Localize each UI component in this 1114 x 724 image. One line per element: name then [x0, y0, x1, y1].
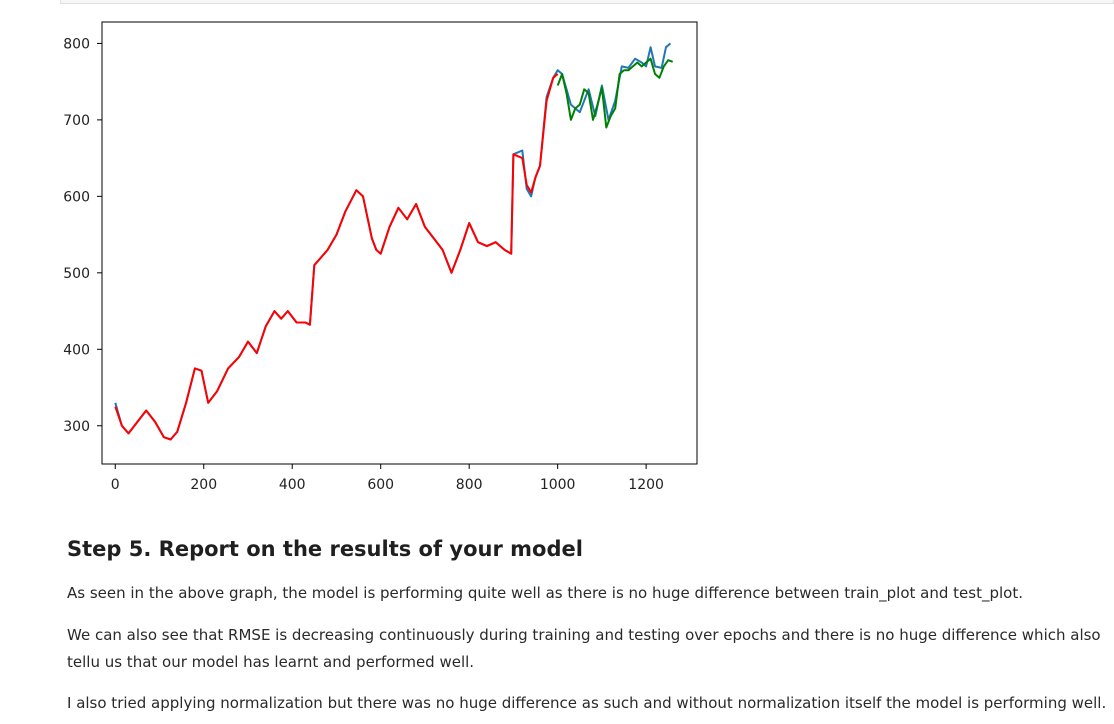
x-tick-label: 0 [111, 477, 120, 493]
y-tick-label: 500 [63, 266, 90, 282]
x-tick-label: 600 [367, 477, 394, 493]
markdown-cell: Step 5. Report on the results of your mo… [67, 533, 1107, 724]
section-heading: Step 5. Report on the results of your mo… [67, 537, 583, 561]
x-tick-label: 1000 [540, 477, 576, 493]
output-plot: 0 200 400 600 800 1000 1200 300 400 500 600 700 800 [0, 0, 720, 510]
x-axis: 0 200 400 600 800 1000 1200 [111, 464, 664, 493]
plot-frame [101, 21, 698, 465]
x-tick-label: 1200 [628, 477, 664, 493]
x-tick-label: 200 [190, 477, 217, 493]
series-line-1 [114, 73, 559, 441]
y-tick-label: 400 [63, 342, 90, 358]
series-layer [114, 42, 674, 441]
y-tick-label: 300 [63, 419, 90, 435]
series-line-2 [556, 57, 674, 129]
x-tick-label: 400 [279, 477, 306, 493]
series-line-0 [114, 42, 672, 441]
paragraph-rmse: We can also see that RMSE is decreasing … [67, 626, 1101, 671]
line-chart: 0 200 400 600 800 1000 1200 300 400 500 600 700 800 [63, 21, 698, 493]
paragraph-results: As seen in the above graph, the model is… [67, 584, 1023, 602]
paragraph-normalization: I also tried applying normalization but … [67, 694, 1107, 712]
x-tick-label: 800 [456, 477, 483, 493]
y-tick-label: 800 [63, 36, 90, 52]
y-axis: 300 400 500 600 700 800 [63, 36, 102, 435]
y-tick-label: 700 [63, 113, 90, 129]
y-tick-label: 600 [63, 189, 90, 205]
